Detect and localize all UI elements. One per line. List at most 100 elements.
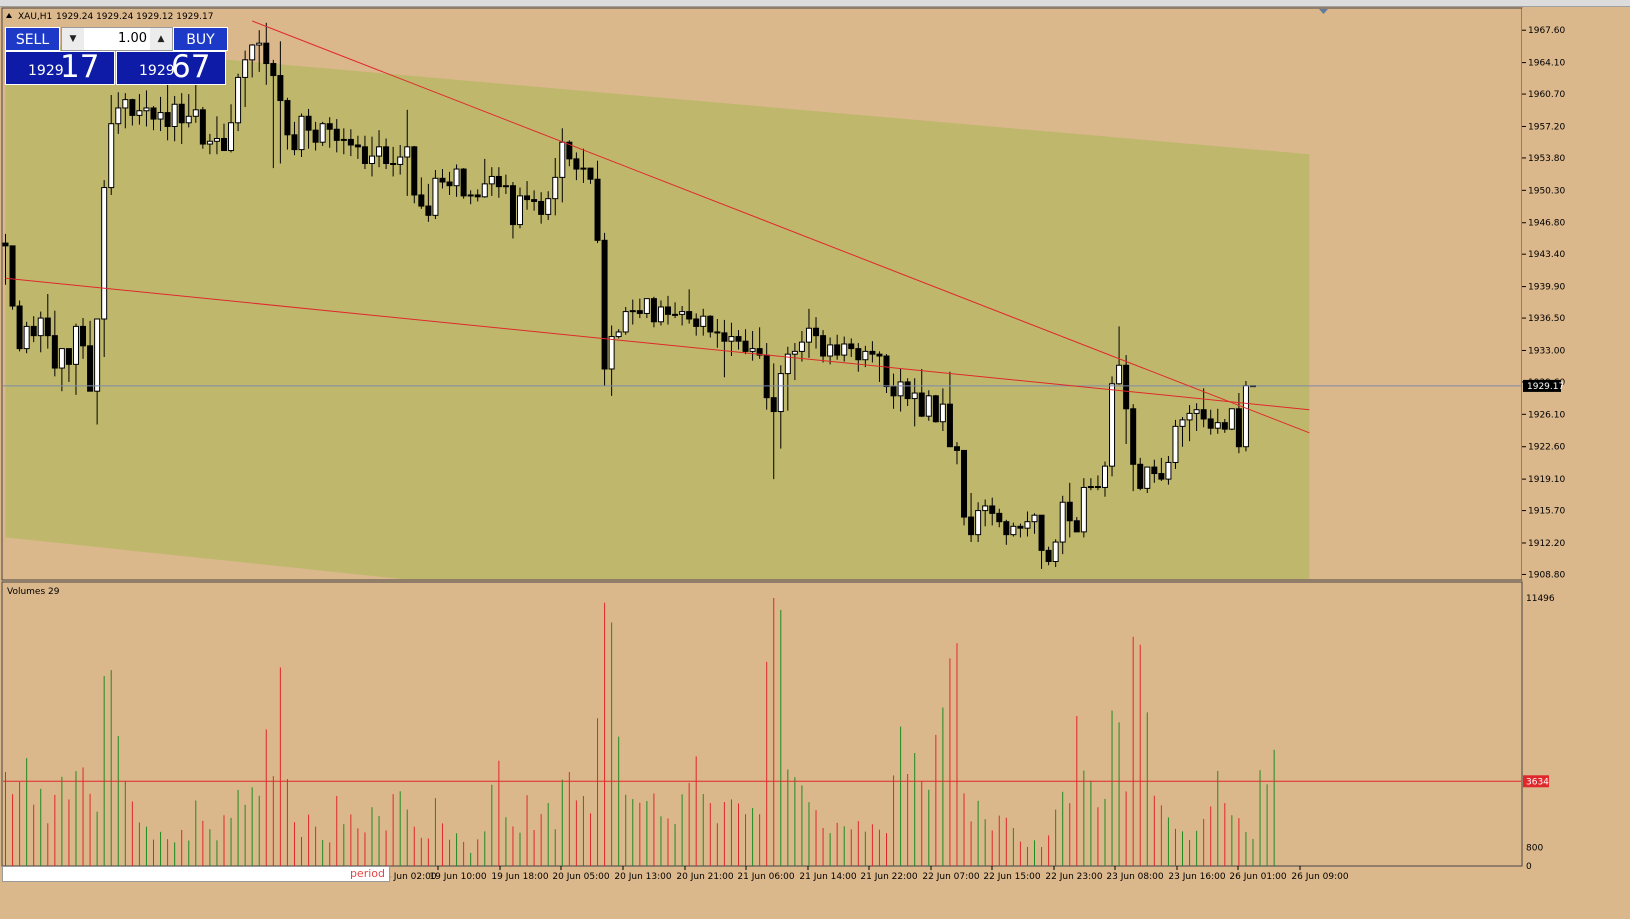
- candle-body: [1242, 385, 1249, 448]
- candle-body: [650, 298, 657, 323]
- chart-menu-triangle-icon[interactable]: [6, 13, 12, 18]
- price-axis-label: 1946.80: [1528, 219, 1565, 229]
- candle-body: [157, 112, 164, 120]
- candle-body: [1066, 501, 1073, 522]
- buy-button[interactable]: BUY: [173, 27, 228, 51]
- candle-body: [305, 115, 312, 131]
- candle-body: [361, 146, 368, 164]
- lot-increase-icon[interactable]: ▲: [150, 28, 172, 50]
- time-axis-label: 21 Jun 14:00: [799, 872, 856, 882]
- lot-decrease-icon[interactable]: ▼: [62, 28, 84, 50]
- time-axis-label: 22 Jun 07:00: [922, 872, 979, 882]
- candle-body: [185, 115, 192, 124]
- candle-body: [298, 115, 305, 151]
- volume-axis-label: 800: [1526, 843, 1543, 853]
- candle-body: [665, 306, 672, 315]
- sell-price[interactable]: 1929 17: [5, 49, 115, 85]
- buy-price[interactable]: 1929 67: [116, 49, 226, 85]
- candle-body: [16, 305, 23, 350]
- lot-size-value[interactable]: 1.00: [118, 31, 147, 46]
- candle-body: [44, 317, 51, 337]
- candle-body: [629, 310, 636, 313]
- candle-body: [390, 162, 397, 165]
- candle-body: [242, 59, 249, 78]
- sell-button[interactable]: SELL: [5, 27, 60, 51]
- candle-body: [862, 350, 869, 361]
- candle-body: [249, 44, 256, 61]
- candle-body: [622, 311, 629, 333]
- candle-body: [1214, 422, 1221, 429]
- candle-body: [270, 63, 277, 77]
- candle-body: [1073, 520, 1080, 533]
- price-axis-label: 1936.50: [1528, 314, 1565, 324]
- price-axis: 1967.60 1964.10 1960.70 1957.20 1953.80 1950.…: [1522, 26, 1565, 580]
- candle-body: [897, 381, 904, 397]
- current-price-tag: [1523, 379, 1561, 392]
- candle-body: [904, 381, 911, 400]
- volume-level-line[interactable]: 3634: [3, 775, 1549, 788]
- candle-body: [1017, 525, 1024, 529]
- sell-price-pips: 17: [60, 49, 100, 85]
- candle-body: [368, 155, 375, 164]
- candle-body: [312, 129, 319, 143]
- candle-body: [37, 317, 44, 337]
- price-axis-label: 1919.10: [1528, 475, 1565, 485]
- candle-body: [883, 355, 890, 388]
- candle-body: [354, 144, 361, 148]
- candle-body: [1059, 501, 1066, 543]
- time-axis-label: 21 Jun 22:00: [860, 872, 917, 882]
- volume-title: Volumes 29: [7, 587, 60, 597]
- period-input[interactable]: period: [2, 866, 390, 882]
- candle-body: [1228, 408, 1235, 430]
- candle-body: [587, 167, 594, 180]
- candle-body: [770, 397, 777, 413]
- candle-body: [481, 183, 488, 198]
- price-axis-label: 1953.80: [1528, 154, 1565, 164]
- candle-body: [763, 354, 770, 399]
- candle-body: [932, 395, 939, 423]
- candle-body: [291, 134, 298, 151]
- candle-body: [397, 156, 404, 165]
- candle-body: [228, 122, 235, 152]
- candle-body: [918, 392, 925, 417]
- candle-body: [2, 242, 9, 247]
- candle-body: [150, 107, 157, 120]
- time-axis-label: 22 Jun 23:00: [1045, 872, 1102, 882]
- candle-body: [1200, 409, 1207, 420]
- trendlines[interactable]: [5, 20, 1310, 434]
- candle-body: [1087, 486, 1094, 489]
- candle-body: [1151, 466, 1158, 475]
- candle-body: [672, 313, 679, 316]
- candle-body: [1038, 514, 1045, 551]
- candle-body: [23, 325, 30, 350]
- candle-body: [319, 123, 326, 143]
- candle-body: [404, 146, 411, 158]
- candle-body: [615, 331, 622, 338]
- candle-body: [953, 446, 960, 451]
- candle-body: [855, 348, 862, 361]
- candle-body: [1179, 419, 1186, 427]
- candle-body: [495, 175, 502, 188]
- volume-axis-label: 11496: [1526, 594, 1555, 604]
- candle-body: [996, 512, 1003, 523]
- candle-body: [1010, 525, 1017, 536]
- price-axis-label: 1908.80: [1528, 570, 1565, 580]
- candle-body: [1123, 364, 1130, 410]
- time-axis-label: 20 Jun 05:00: [552, 872, 609, 882]
- candle-body: [939, 403, 946, 423]
- candle-body: [749, 348, 756, 352]
- lot-size-field[interactable]: ▼ 1.00 ▲: [61, 27, 173, 51]
- candle-body: [418, 194, 425, 207]
- time-axis-label: 23 Jun 08:00: [1106, 872, 1163, 882]
- chart-shift-marker-icon[interactable]: [1319, 9, 1328, 14]
- candle-body: [608, 336, 615, 370]
- trendline-main: [5, 277, 1310, 411]
- sell-price-big: 1929: [28, 63, 64, 79]
- candle-body: [58, 348, 65, 369]
- candle-body: [192, 109, 199, 117]
- candle-body: [1031, 514, 1038, 523]
- candle-body: [1165, 461, 1172, 480]
- candle-body: [876, 353, 883, 357]
- channel-fill: [5, 40, 1310, 579]
